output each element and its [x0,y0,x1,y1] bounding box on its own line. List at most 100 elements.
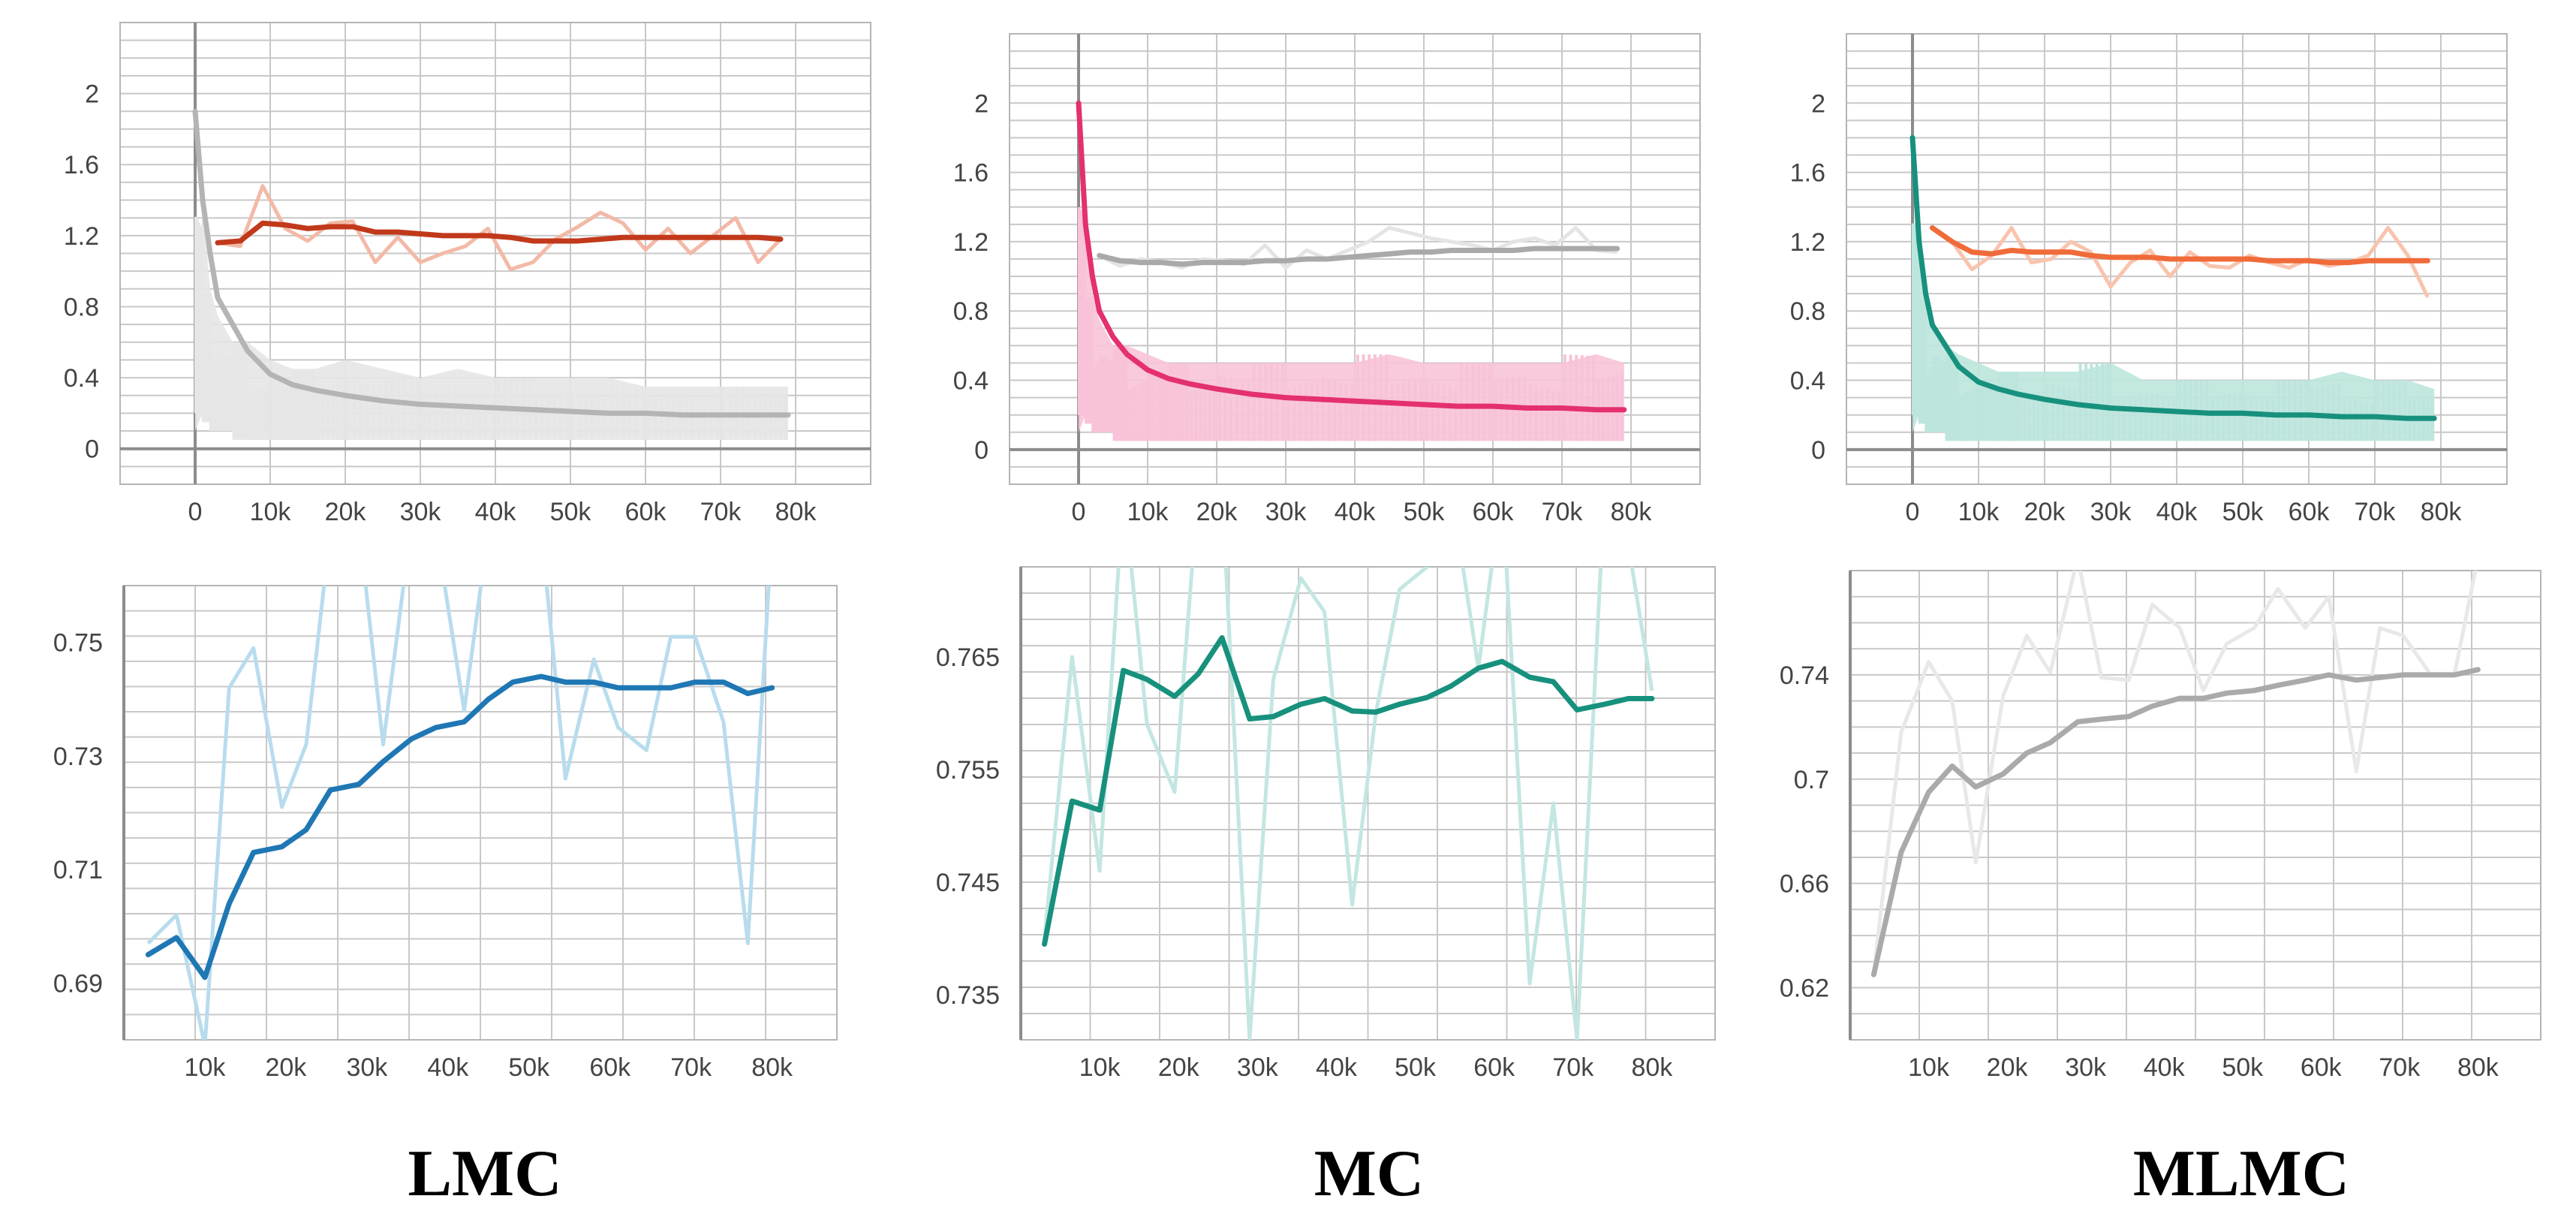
raw-line-accuracy [1043,567,1654,1040]
x-tick-label: 10k [1958,498,2000,526]
y-tick-label: 0.8 [1790,297,1825,326]
chart-mc-loss: 0 10k 20k 30k 40k 50k 60k 70k 80k 0 0.4 0.8 1.2 1.6 2 [953,33,1701,526]
smoothed-line-accuracy [1042,635,1655,947]
caption-mc: MC [1314,1137,1425,1210]
x-tick-label: 40k [427,1053,469,1082]
x-tick-label: 20k [325,498,367,526]
y-tick-label: 0.73 [53,743,103,771]
x-tick-label: 80k [1631,1053,1673,1082]
x-tick-label: 60k [1473,1053,1515,1082]
x-tick-label: 30k [2065,1053,2107,1082]
y-tick-label: 0.4 [1790,367,1825,396]
x-tick-label: 30k [346,1053,388,1082]
grid [1849,570,2541,1041]
x-tick-label: 60k [625,498,667,526]
y-tick-label: 0 [85,435,99,464]
chart-mlmc-loss: 0 10k 20k 30k 40k 50k 60k 70k 80k 0 0.4 0.8 1.2 1.6 2 [1790,33,2508,526]
chart-mc-accuracy: 10k 20k 30k 40k 50k 60k 70k 80k 0.735 0.745 0.755 0… [936,566,1716,1082]
smoothed-line-validation [1929,224,2430,266]
x-tick-label: 80k [775,498,817,526]
y-tick-label: 0.71 [53,856,103,884]
x-tick-label: 70k [1552,1053,1594,1082]
y-tick-label: 1.2 [64,222,99,251]
x-tick-label: 20k [1196,498,1238,526]
x-tick-label: 40k [1335,498,1377,526]
y-tick-label: 0.62 [1780,975,1829,1003]
chart-lmc-loss: 0 10k 20k 30k 40k 50k 60k 70k 80k 0 0.4 0.8 1.2 1.6 2 [64,22,871,526]
x-tick-label: 60k [2301,1053,2343,1082]
x-tick-label: 30k [1265,498,1308,526]
smoothed-line-train [192,108,791,418]
x-tick-label: 80k [2421,498,2463,526]
x-tick-label: 50k [508,1053,550,1082]
grid [123,585,838,1041]
chart-lmc-accuracy: 10k 20k 30k 40k 50k 60k 70k 80k 0.69 0.71 0.73 0.75 [53,585,838,1082]
y-tick-label: 2 [974,89,989,118]
x-tick-label: 30k [400,498,442,526]
plot-frame [1846,33,2508,485]
smoothed-line-validation [215,220,784,246]
y-tick-label: 0.735 [936,981,1000,1010]
y-tick-label: 0.765 [936,643,1000,672]
x-tick-label: 40k [2144,1053,2186,1082]
x-tick-label: 80k [2457,1053,2499,1082]
plot-area [1042,567,1655,1040]
y-tick-label: 0.755 [936,756,1000,785]
x-tick-label: 50k [550,498,592,526]
raw-line-accuracy [1871,571,2478,975]
x-tick-label: 10k [1079,1053,1121,1082]
x-tick-label: 10k [185,1053,227,1082]
y-tick-label: 0.74 [1780,661,1829,690]
x-tick-label: 70k [670,1053,712,1082]
y-tick-label: 2 [85,80,99,109]
raw-line-validation [217,184,782,272]
x-tick-label: 20k [1158,1053,1200,1082]
plot-area [1909,134,2437,441]
x-tick-label: 50k [2222,1053,2264,1082]
grid [1020,566,1716,1041]
y-tick-label: 1.6 [1790,159,1825,188]
x-tick-label: 0 [1072,498,1086,526]
y-tick-label: 1.2 [1790,228,1825,257]
y-tick-label: 0 [1811,436,1825,465]
x-tick-label: 70k [2379,1053,2421,1082]
y-tick-label: 0.69 [53,969,103,998]
x-tick-label: 80k [1611,498,1653,526]
smoothed-line-train [1076,100,1627,413]
x-tick-label: 30k [1237,1053,1279,1082]
x-tick-label: 70k [700,498,742,526]
x-tick-label: 70k [1542,498,1584,526]
x-tick-label: 10k [250,498,292,526]
caption-lmc: LMC [408,1137,561,1210]
x-tick-label: 20k [2024,498,2066,526]
x-tick-label: 60k [1473,498,1515,526]
x-tick-label: 80k [751,1053,793,1082]
y-tick-label: 0.8 [953,297,989,326]
x-tick-label: 40k [1316,1053,1358,1082]
x-tick-label: 50k [1395,1053,1437,1082]
x-tick-label: 20k [1987,1053,2029,1082]
y-tick-label: 0.4 [953,367,989,396]
x-tick-label: 20k [265,1053,307,1082]
x-tick-label: 50k [1404,498,1446,526]
plot-area [192,108,791,440]
smoothed-line-train [1909,134,2437,421]
x-tick-label: 40k [2156,498,2198,526]
x-tick-label: 60k [589,1053,631,1082]
y-tick-label: 0.7 [1794,766,1829,794]
raw-band-train [1079,189,1624,441]
y-tick-label: 2 [1811,89,1825,118]
smoothed-line-accuracy [1870,667,2481,978]
y-tick-label: 0.4 [64,364,99,393]
y-tick-label: 0.8 [64,293,99,321]
plot-area [145,586,775,1040]
plot-area [1076,100,1627,441]
x-tick-label: 50k [2222,498,2265,526]
plot-area [1870,571,2481,978]
x-tick-label: 10k [1908,1053,1950,1082]
x-tick-label: 0 [188,498,203,526]
smoothed-line-validation [1097,246,1621,267]
caption-mlmc: MLMC [2133,1137,2349,1210]
y-tick-label: 0.66 [1780,870,1829,899]
